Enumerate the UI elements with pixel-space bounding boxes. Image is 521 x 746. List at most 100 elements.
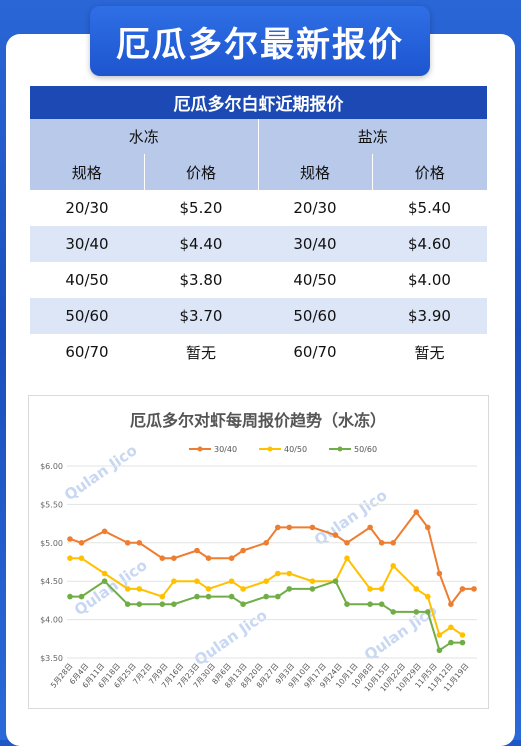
data-point [332, 532, 339, 538]
data-point [332, 578, 339, 584]
chart-legend: 30/40 40/50 50/60 [189, 445, 377, 454]
spec-cell: 60/70 [293, 343, 337, 361]
watermark-text: Qulan Jico [61, 441, 141, 504]
data-point [263, 593, 269, 600]
data-point [425, 609, 431, 615]
group-label-water-frozen: 水冻 [30, 119, 259, 154]
x-axis-ticks: 5月28日6月4日6月11日6月18日6月25日7月2日7月9日7月16日7月2… [49, 662, 471, 694]
data-point [378, 601, 385, 607]
data-point [344, 540, 350, 546]
y-tick-label: $4.50 [40, 577, 63, 586]
data-point [413, 509, 420, 515]
data-point [124, 586, 131, 592]
data-point [159, 601, 166, 607]
spec-cell: 20/30 [293, 199, 337, 217]
page-banner-title: 厄瓜多尔最新报价 [90, 6, 430, 76]
data-point [390, 609, 397, 615]
data-point [344, 555, 350, 561]
data-point [240, 586, 246, 592]
data-point [459, 586, 466, 592]
data-point [228, 578, 235, 584]
data-point [124, 601, 131, 607]
chart-series [67, 509, 477, 654]
data-point [448, 601, 454, 607]
data-point [367, 601, 373, 607]
data-point [275, 593, 281, 600]
data-point [459, 639, 466, 646]
legend-label: 30/40 [214, 445, 237, 454]
legend-marker [267, 446, 273, 452]
y-tick-label: $3.50 [40, 654, 63, 663]
data-point [240, 601, 246, 607]
data-point [286, 570, 293, 577]
data-point [194, 578, 200, 584]
column-header-spec: 规格 [30, 154, 145, 190]
data-point [101, 578, 108, 584]
data-point [309, 524, 316, 531]
data-point [78, 593, 85, 600]
data-point [194, 593, 200, 600]
price-cell: $3.70 [144, 298, 258, 334]
price-cell: $3.80 [179, 271, 223, 289]
data-point [275, 524, 281, 531]
data-point [436, 632, 443, 638]
data-point [101, 570, 108, 577]
price-cell: $4.40 [144, 226, 258, 262]
data-point [78, 540, 85, 546]
data-point [413, 609, 420, 615]
price-cell: $4.60 [372, 226, 487, 262]
chart-title: 厄瓜多尔对虾每周报价趋势（水冻） [130, 411, 386, 430]
data-point [413, 586, 420, 592]
price-cell: $3.90 [372, 298, 487, 334]
data-point [101, 528, 108, 535]
data-point [448, 624, 454, 631]
spec-cell: 50/60 [258, 298, 372, 334]
data-point [436, 570, 443, 577]
price-table-title-row: 厄瓜多尔白虾近期报价 [30, 86, 487, 119]
data-point [471, 586, 477, 592]
table-row: 20/30 $5.20 20/30 $5.40 [30, 190, 487, 226]
data-point [436, 647, 443, 654]
column-header-spec: 规格 [258, 154, 373, 190]
data-point [367, 524, 373, 531]
data-point [309, 578, 316, 584]
data-point [171, 555, 177, 561]
data-point [425, 593, 431, 600]
data-point [309, 586, 316, 592]
data-point [425, 524, 431, 531]
price-cell: $5.40 [408, 199, 451, 217]
spec-cell: 40/50 [293, 271, 337, 289]
data-point [205, 555, 212, 561]
y-tick-label: $5.00 [40, 539, 63, 548]
data-point [171, 601, 177, 607]
table-row: 50/60 $3.70 50/60 $3.90 [30, 298, 487, 334]
price-table-group-row: 水冻 盐冻 [30, 119, 487, 154]
data-point [390, 540, 397, 546]
data-point [205, 586, 212, 592]
spec-cell: 20/30 [65, 199, 109, 217]
spec-cell: 40/50 [65, 271, 109, 289]
data-point [228, 555, 235, 561]
data-point [67, 593, 73, 600]
spec-cell: 50/60 [30, 298, 144, 334]
spec-cell: 30/40 [30, 226, 144, 262]
data-point [194, 547, 200, 554]
spec-cell: 60/70 [65, 343, 109, 361]
price-cell: 暂无 [414, 343, 445, 362]
y-tick-label: $5.50 [40, 500, 63, 509]
data-point [378, 586, 385, 592]
price-table-title: 厄瓜多尔白虾近期报价 [30, 86, 487, 119]
data-point [390, 563, 397, 569]
price-table-header-row: 规格 价格 规格 价格 [30, 154, 487, 190]
data-point [67, 536, 73, 542]
y-axis-ticks: $6.00 $5.50 $5.00 $4.50 $4.00 $3.50 [40, 462, 63, 663]
price-cell: $5.20 [179, 199, 223, 217]
data-point [240, 547, 246, 554]
data-point [205, 593, 212, 600]
data-point [378, 540, 385, 546]
price-cell: $4.00 [408, 271, 451, 289]
y-tick-label: $6.00 [40, 462, 63, 471]
data-point [344, 601, 350, 607]
data-point [263, 540, 269, 546]
column-header-price: 价格 [144, 154, 259, 190]
